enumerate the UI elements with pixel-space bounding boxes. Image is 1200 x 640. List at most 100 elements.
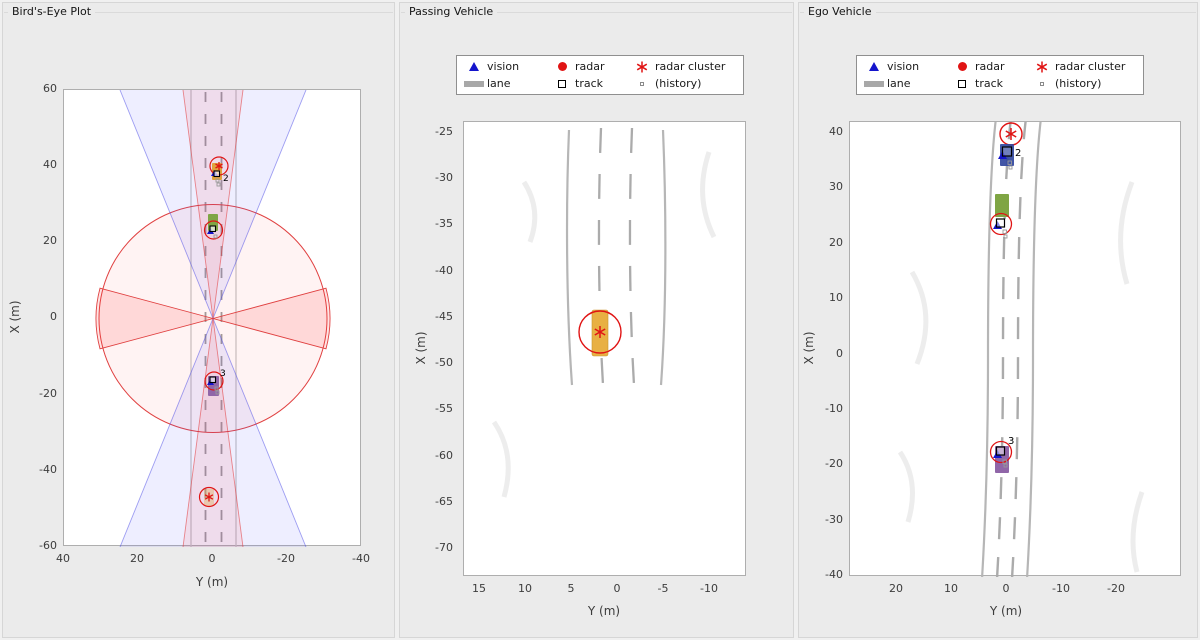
y-tick-label: -25	[435, 125, 453, 138]
sensor-coverage	[95, 90, 331, 547]
y-tick-label: -60	[39, 539, 57, 552]
background-texture	[897, 181, 1145, 573]
y-tick-label: -30	[435, 171, 453, 184]
y-tick-label: -40	[39, 463, 57, 476]
y-axis-label: X (m)	[414, 331, 428, 365]
legend-label: lane	[887, 77, 911, 90]
legend-label: lane	[487, 77, 511, 90]
vehicle-purple: 3	[204, 369, 226, 396]
birdseye-canvas: 2 3	[95, 90, 331, 547]
x-tick-label: 5	[567, 582, 575, 595]
radar-cluster-marker	[594, 326, 606, 338]
x-tick-label: 15	[472, 582, 486, 595]
birdseye-plot-area: 2 3	[63, 89, 361, 547]
y-tick-label: 20	[829, 236, 843, 249]
y-tick-label: 60	[43, 82, 57, 95]
y-axis-label: X (m)	[8, 300, 22, 334]
x-tick-label: -20	[1107, 582, 1125, 595]
front-vision-coverage	[120, 90, 306, 319]
passing-canvas	[491, 127, 717, 498]
history-marker	[216, 182, 221, 187]
history-marker	[1003, 463, 1008, 468]
track-square-marker	[209, 376, 217, 384]
y-tick-label: -60	[435, 449, 453, 462]
road-lanes	[981, 122, 1042, 577]
track-label: 3	[220, 369, 226, 379]
y-axis-label: X (m)	[802, 331, 816, 365]
history-marker	[1007, 160, 1012, 165]
y-tick-label: 40	[43, 158, 57, 171]
ego-plot-area: 2 3	[849, 121, 1181, 577]
vehicle-green	[989, 194, 1013, 239]
legend-label: (history)	[655, 77, 702, 90]
legend-item-radar: radar	[549, 60, 629, 73]
lane-bar-icon	[861, 80, 887, 87]
passing-vehicle	[578, 309, 622, 357]
vision-triangle-icon	[861, 62, 887, 71]
legend-item-track: track	[949, 77, 1029, 90]
legend-label: track	[575, 77, 603, 90]
history-marker	[1003, 234, 1008, 239]
y-tick-label: -45	[435, 310, 453, 323]
y-tick-label: -10	[825, 402, 843, 415]
x-tick-label: -10	[700, 582, 718, 595]
history-marker	[215, 390, 220, 395]
panel-title-line	[4, 12, 393, 13]
vehicle-orange: 2	[209, 156, 229, 187]
history-marker	[215, 178, 220, 183]
y-tick-label: 30	[829, 180, 843, 193]
y-tick-label: 0	[50, 310, 57, 323]
radar-circle-icon	[949, 62, 975, 71]
radar-cluster-detection	[198, 486, 220, 508]
legend-item-radar-cluster: radar cluster	[629, 60, 743, 73]
legend-item-vision: vision	[861, 60, 949, 73]
panel-title: Bird's-Eye Plot	[8, 5, 96, 18]
front-radar-coverage	[183, 90, 243, 319]
x-tick-label: 10	[518, 582, 532, 595]
rear-radar-coverage	[183, 318, 243, 547]
legend-item-radar-cluster: radar cluster	[1029, 60, 1143, 73]
y-tick-label: 10	[829, 291, 843, 304]
legend-item-vision: vision	[461, 60, 549, 73]
x-tick-label: -5	[657, 582, 669, 595]
radar-cluster-marker	[1005, 128, 1017, 140]
panel-passing-vehicle: Passing Vehicle vision radar radar clust…	[399, 2, 794, 638]
x-tick-label: 0	[208, 552, 216, 565]
y-tick-label: -30	[825, 513, 843, 526]
track-square-marker	[995, 446, 1006, 456]
y-tick-label: -55	[435, 402, 453, 415]
legend-label: track	[975, 77, 1003, 90]
legend-label: vision	[887, 60, 920, 73]
x-tick-label: -40	[352, 552, 370, 565]
legend-label: radar cluster	[655, 60, 726, 73]
y-tick-label: -50	[435, 356, 453, 369]
radar-circle-marker	[204, 371, 224, 391]
track-square-marker	[995, 218, 1006, 228]
history-marker	[1008, 165, 1013, 170]
x-axis-label: Y (m)	[587, 604, 621, 618]
history-marker	[214, 386, 219, 391]
rear-vision-coverage	[120, 318, 306, 547]
legend-item-history: (history)	[629, 77, 743, 90]
history-marker	[1002, 459, 1007, 464]
y-tick-label: -70	[435, 541, 453, 554]
history-square-icon	[629, 81, 655, 86]
x-tick-label: 20	[130, 552, 144, 565]
radar-circle-marker	[989, 440, 1013, 464]
y-tick-label: -65	[435, 495, 453, 508]
legend-item-lane: lane	[861, 77, 949, 90]
track-square-icon	[549, 79, 575, 88]
history-square-icon	[1029, 81, 1055, 86]
legend-item-track: track	[549, 77, 629, 90]
background-texture	[491, 151, 717, 498]
vision-triangle-icon	[461, 62, 487, 71]
x-tick-label: 0	[613, 582, 621, 595]
vehicle-purple: 3	[989, 436, 1014, 473]
radar-cluster-marker	[215, 162, 223, 170]
track-label: 2	[1015, 148, 1021, 159]
legend-item-lane: lane	[461, 77, 549, 90]
y-tick-label: -40	[435, 264, 453, 277]
legend-item-history: (history)	[1029, 77, 1143, 90]
x-tick-label: 10	[944, 582, 958, 595]
x-axis-label: Y (m)	[195, 575, 229, 589]
